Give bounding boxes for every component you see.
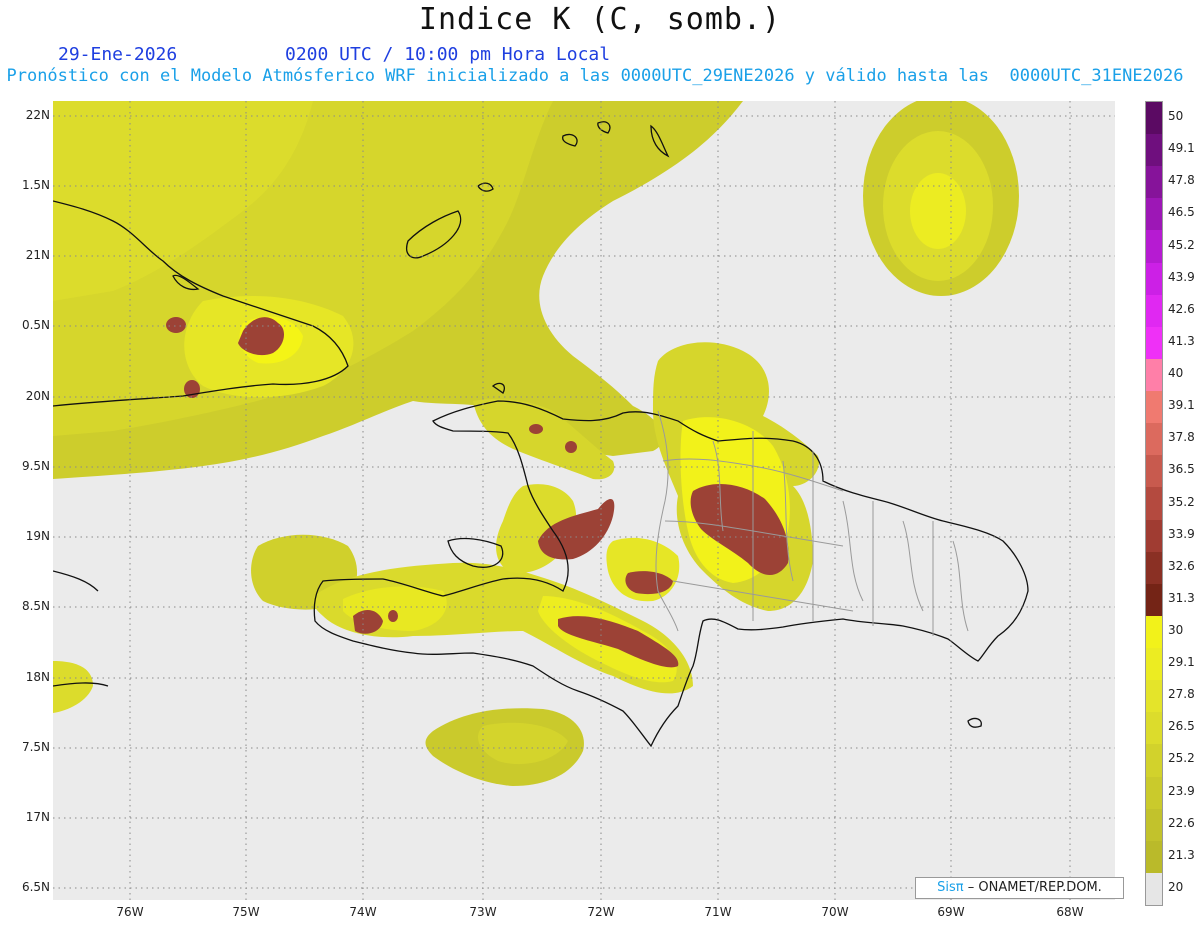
colorbar-segment (1146, 808, 1162, 842)
credit-box: Sisπ – ONAMET/REP.DOM. (915, 877, 1124, 899)
colorbar-label: 35.2 (1168, 494, 1195, 509)
colorbar-segment (1146, 583, 1162, 617)
colorbar-segment (1146, 134, 1162, 167)
colorbar-label: 47.8 (1168, 173, 1195, 188)
forecast-description: Pronóstico con el Modelo Atmósferico WRF… (6, 66, 1184, 86)
credit-brand: Sisπ (937, 880, 964, 895)
colorbar-label: 21.3 (1168, 847, 1195, 862)
lon-label: 73W (469, 905, 497, 919)
lon-label: 75W (232, 905, 260, 919)
colorbar-label: 31.3 (1168, 590, 1195, 605)
colorbar-segment (1146, 230, 1162, 264)
colorbar-segment (1146, 326, 1162, 360)
colorbar-segment (1146, 872, 1162, 906)
colorbar-label: 50 (1168, 109, 1184, 124)
colorbar-label: 27.8 (1168, 687, 1195, 702)
forecast-time: 0200 UTC / 10:00 pm Hora Local (285, 44, 611, 65)
colorbar-segment (1146, 294, 1162, 328)
colorbar-segment (1146, 391, 1162, 424)
lat-label: 8.5N (21, 599, 50, 613)
colorbar-segment (1146, 648, 1162, 681)
colorbar-segment (1146, 744, 1162, 777)
colorbar-segment (1146, 166, 1162, 199)
colorbar-segment (1146, 615, 1162, 649)
lat-label: 0.5N (21, 318, 50, 332)
map-canvas (53, 101, 1115, 900)
lat-label: 18N (25, 670, 50, 684)
lat-label: 22N (25, 108, 50, 122)
colorbar-label: 20 (1168, 879, 1184, 894)
colorbar-segment (1146, 455, 1162, 488)
colorbar-label: 30 (1168, 622, 1184, 637)
kindex-region-northwest (53, 101, 743, 479)
colorbar-label: 42.6 (1168, 301, 1195, 316)
chart-title: Indice K (C, somb.) (418, 2, 782, 37)
colorbar-segment (1146, 840, 1162, 874)
colorbar-label: 43.9 (1168, 269, 1195, 284)
colorbar-segment (1146, 712, 1162, 745)
lat-label: 19N (25, 529, 50, 543)
colorbar-label: 29.1 (1168, 655, 1195, 670)
lon-label: 76W (116, 905, 144, 919)
colorbar-label: 49.1 (1168, 141, 1195, 156)
forecast-date: 29-Ene-2026 (58, 44, 178, 65)
colorbar-label: 23.9 (1168, 783, 1195, 798)
lat-label: 9.5N (21, 459, 50, 473)
colorbar-label: 22.6 (1168, 815, 1195, 830)
k-index-map (53, 101, 1115, 900)
colorbar-label: 32.6 (1168, 558, 1195, 573)
colorbar-label: 41.3 (1168, 333, 1195, 348)
colorbar-segment (1146, 423, 1162, 456)
lat-label: 7.5N (21, 740, 50, 754)
colorbar-segment (1146, 358, 1162, 392)
colorbar-segment (1146, 262, 1162, 296)
colorbar-label: 37.8 (1168, 430, 1195, 445)
colorbar-legend (1145, 101, 1163, 906)
lat-label: 17N (25, 810, 50, 824)
lon-label: 71W (704, 905, 732, 919)
colorbar-label: 46.5 (1168, 205, 1195, 220)
kindex-cores-high (166, 317, 789, 668)
coastlines (53, 121, 1029, 748)
colorbar-segment (1146, 551, 1162, 585)
colorbar-label: 39.1 (1168, 398, 1195, 413)
lon-label: 70W (821, 905, 849, 919)
colorbar-segment (1146, 776, 1162, 810)
colorbar-segment (1146, 487, 1162, 521)
lon-label: 69W (937, 905, 965, 919)
colorbar-segment (1146, 102, 1162, 135)
colorbar-label: 36.5 (1168, 462, 1195, 477)
lon-label: 74W (349, 905, 377, 919)
colorbar-label: 33.9 (1168, 526, 1195, 541)
kindex-region-southwest (53, 534, 358, 713)
colorbar-segment (1146, 519, 1162, 553)
lon-label: 72W (587, 905, 615, 919)
lat-label: 1.5N (21, 178, 50, 192)
colorbar-segment (1146, 198, 1162, 231)
colorbar-label: 40 (1168, 366, 1184, 381)
colorbar-segment (1146, 680, 1162, 713)
colorbar-label: 25.2 (1168, 751, 1195, 766)
credit-text: – ONAMET/REP.DOM. (967, 880, 1102, 895)
colorbar-label: 45.2 (1168, 237, 1195, 252)
lon-label: 68W (1056, 905, 1084, 919)
lat-label: 6.5N (21, 880, 50, 894)
colorbar-label: 26.5 (1168, 719, 1195, 734)
graticule (53, 101, 1115, 900)
kindex-region-northeast (863, 101, 1019, 296)
lat-label: 21N (25, 248, 50, 262)
kindex-region-south (425, 708, 584, 786)
lat-label: 20N (25, 389, 50, 403)
